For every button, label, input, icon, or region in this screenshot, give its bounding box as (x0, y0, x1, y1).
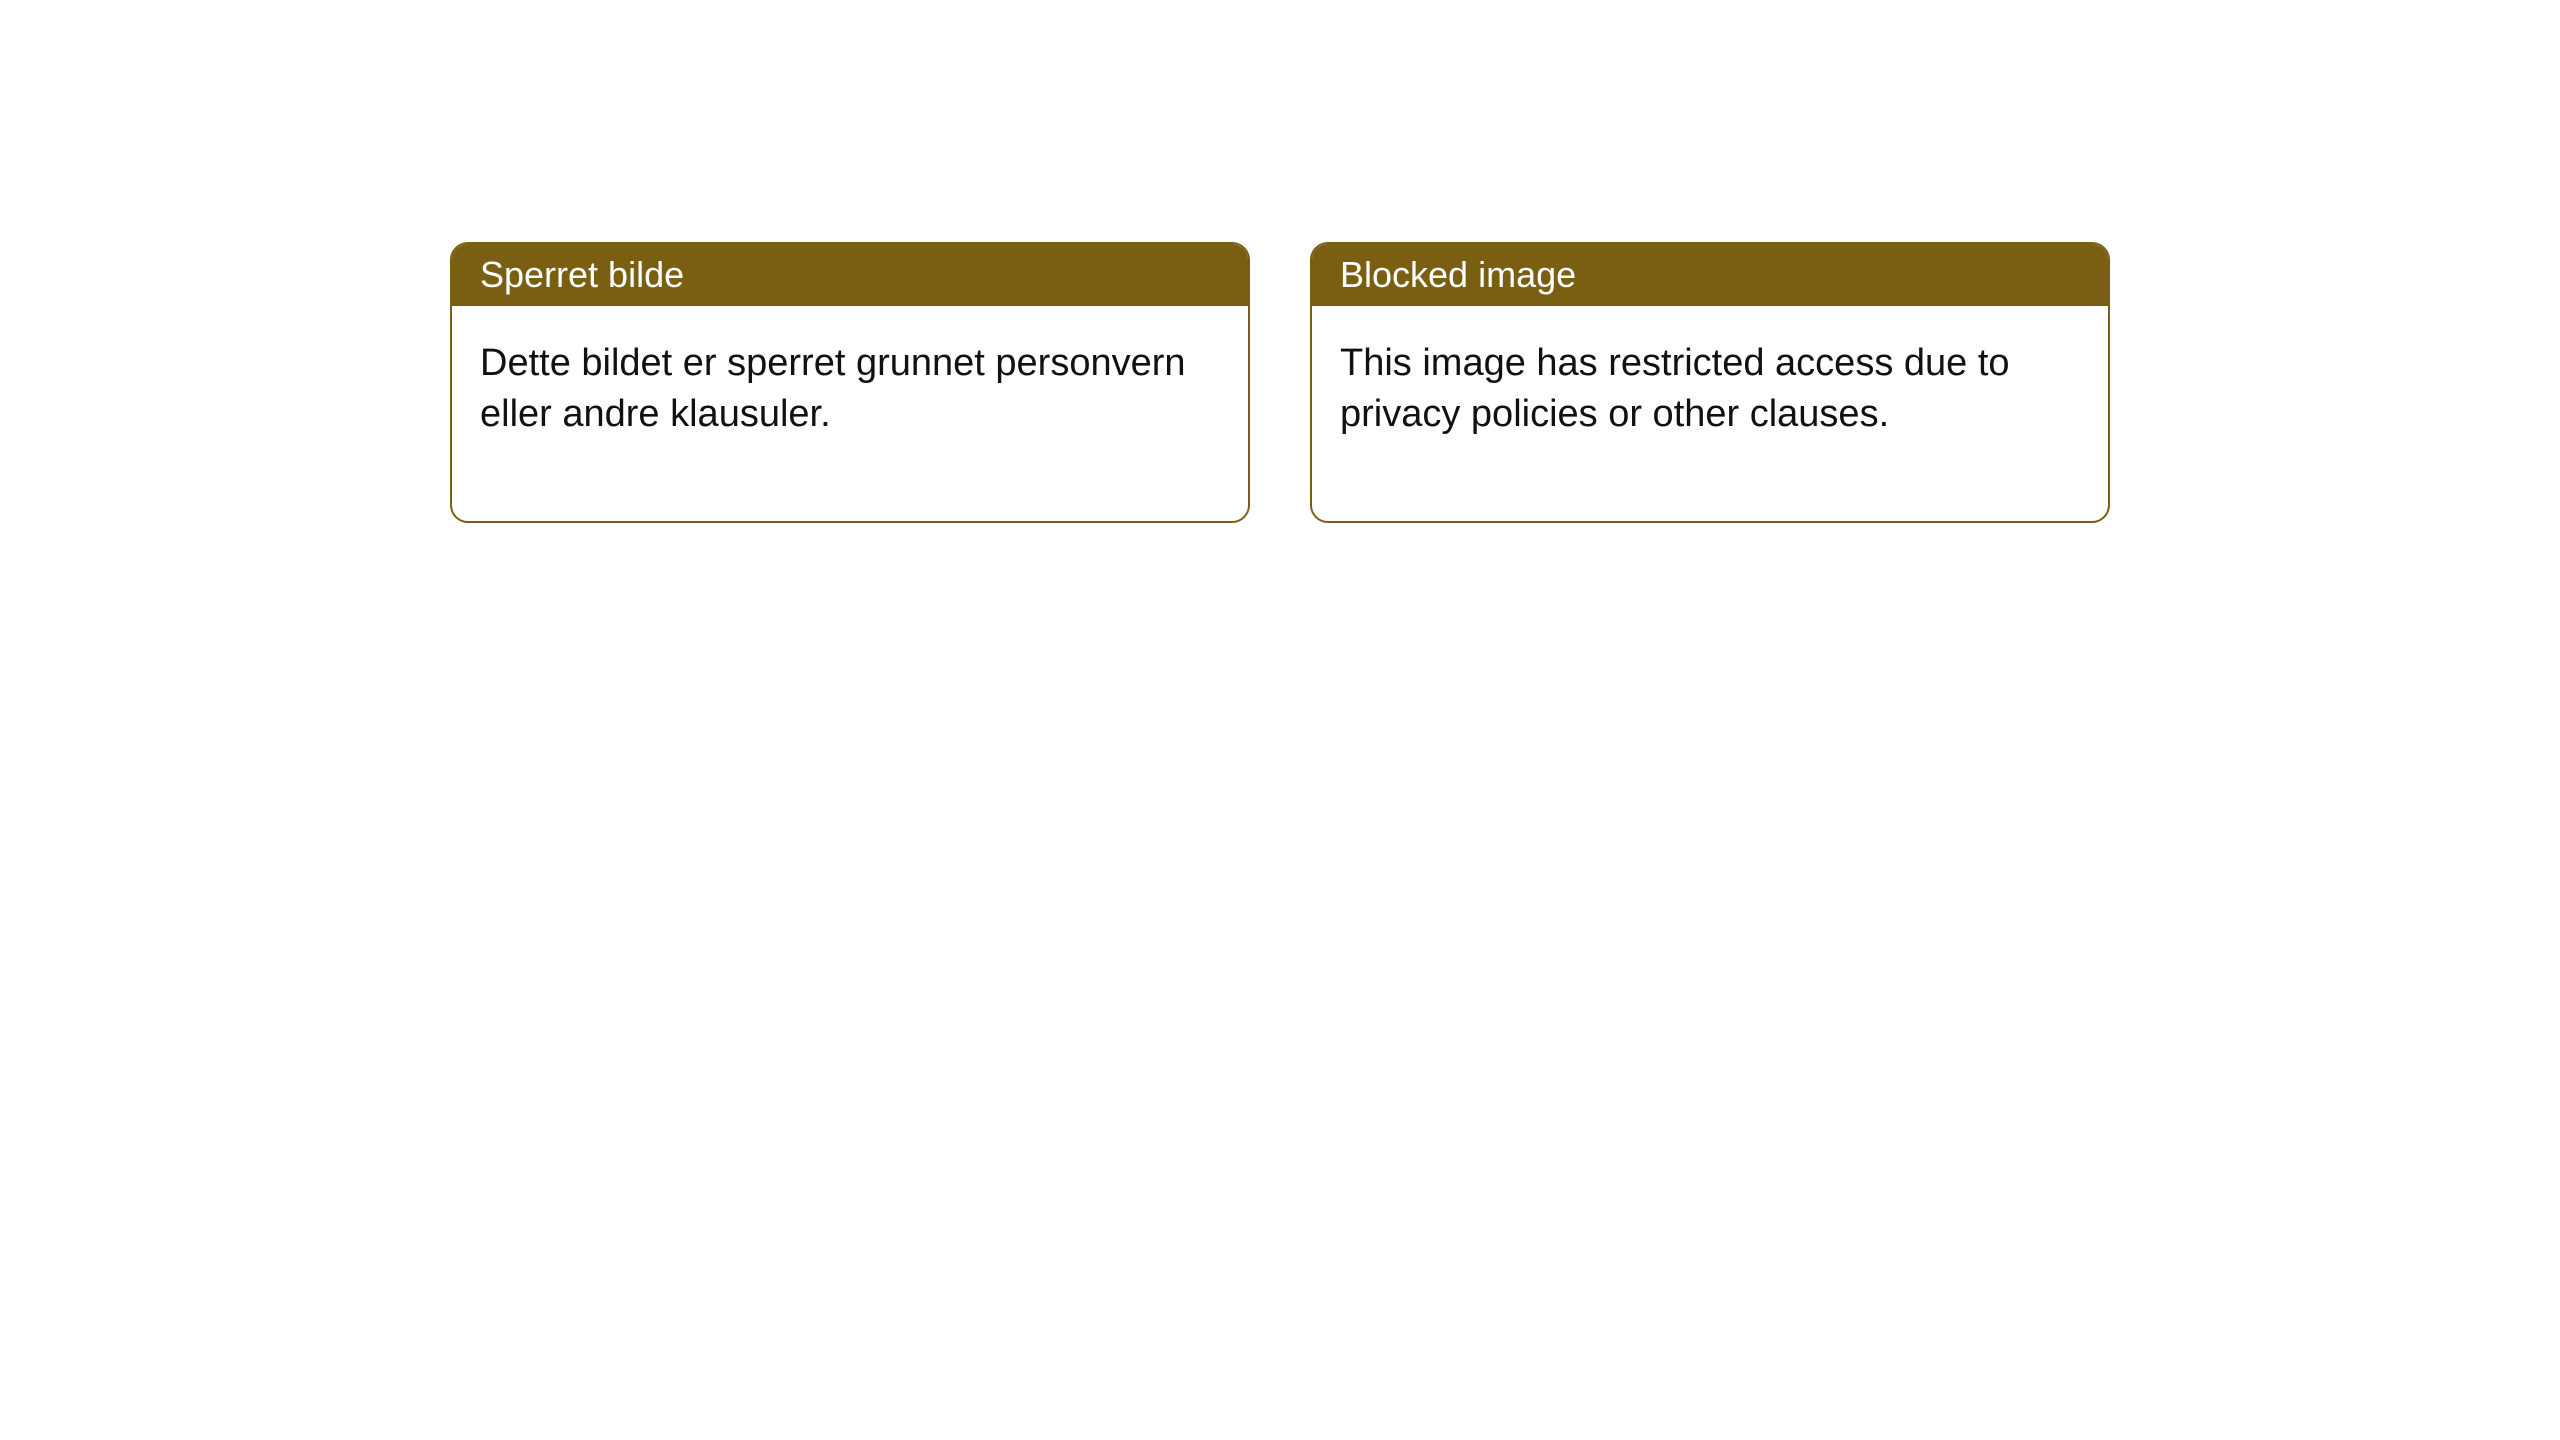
notice-card-norwegian: Sperret bilde Dette bildet er sperret gr… (450, 242, 1250, 523)
notice-card-english: Blocked image This image has restricted … (1310, 242, 2110, 523)
notice-card-body: Dette bildet er sperret grunnet personve… (452, 306, 1248, 521)
notice-card-title: Sperret bilde (452, 244, 1248, 306)
notice-card-body: This image has restricted access due to … (1312, 306, 2108, 521)
notice-card-title: Blocked image (1312, 244, 2108, 306)
notice-container: Sperret bilde Dette bildet er sperret gr… (450, 242, 2110, 523)
